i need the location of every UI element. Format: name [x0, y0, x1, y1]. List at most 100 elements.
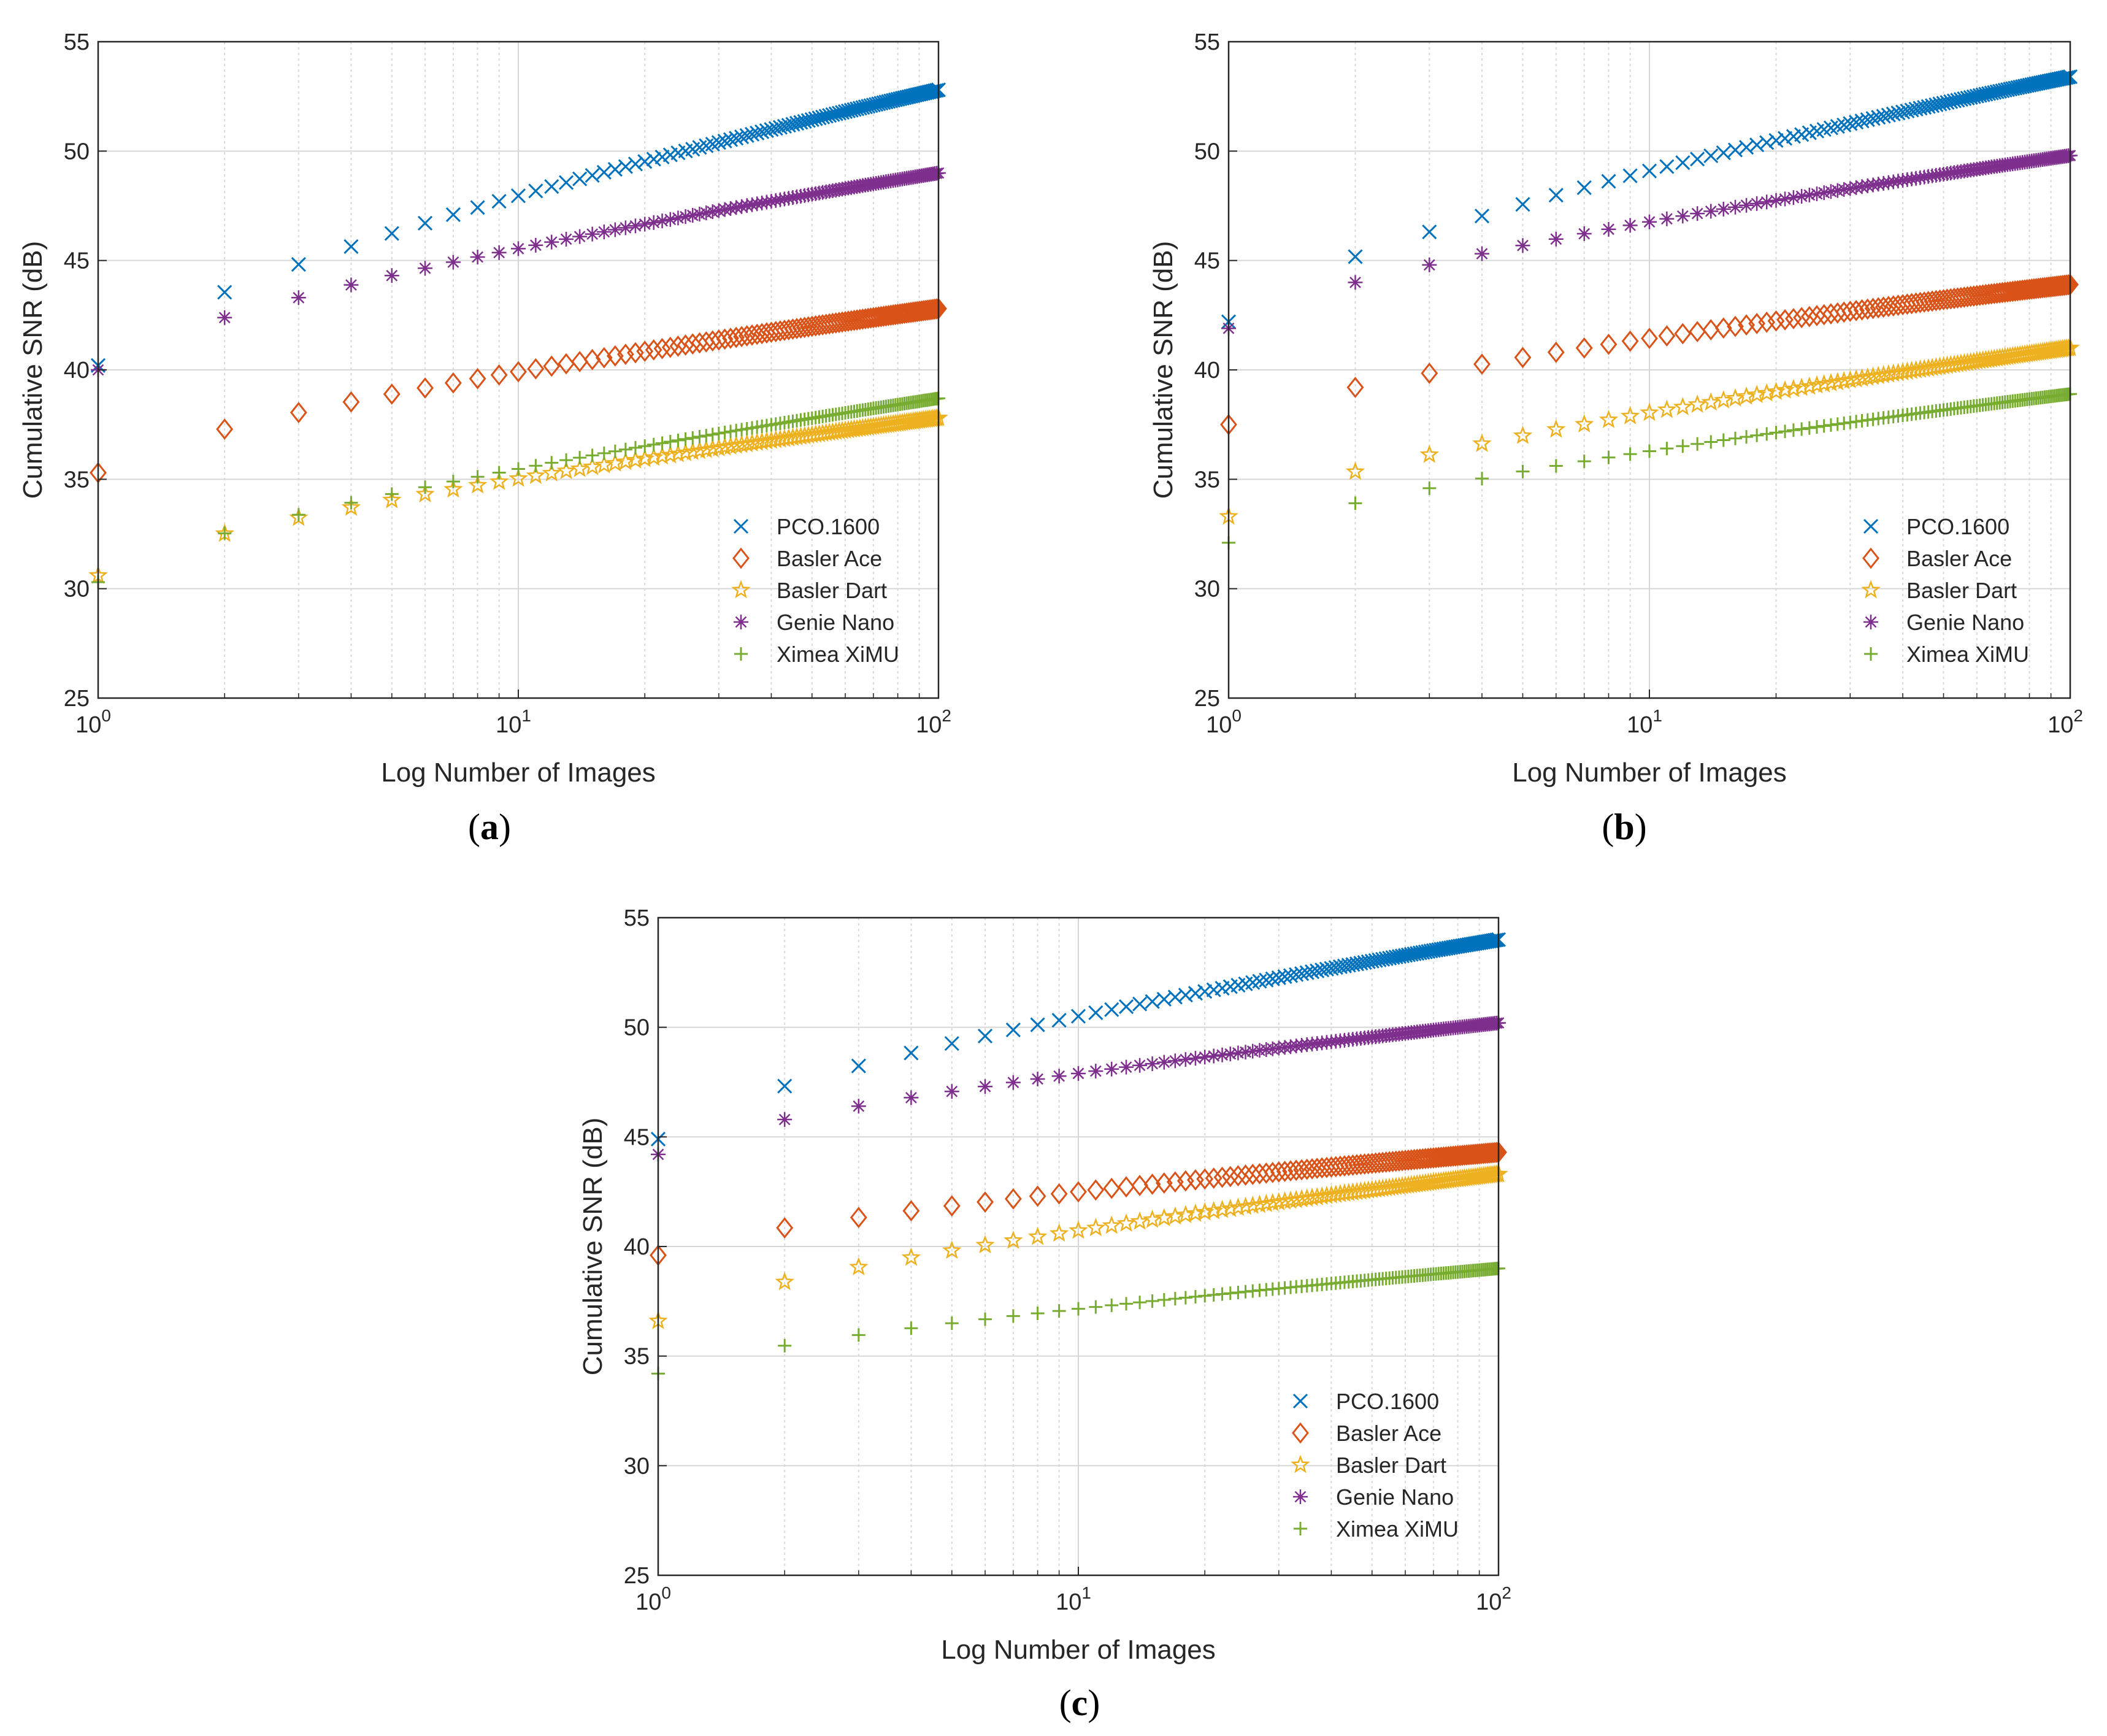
data-point [1904, 102, 1919, 118]
data-point [1475, 246, 1490, 261]
data-point [1750, 428, 1764, 442]
data-point [1486, 1142, 1503, 1164]
data-point [943, 1195, 961, 1217]
data-point [608, 444, 622, 458]
data-point [467, 475, 488, 494]
data-point [768, 121, 783, 136]
data-point [545, 456, 559, 470]
data-point [1006, 1309, 1020, 1323]
data-point [1070, 1181, 1087, 1203]
series-genie-nano [651, 1015, 1506, 1162]
data-point [1419, 444, 1440, 463]
data-point [849, 1257, 869, 1276]
series-ximea-ximu [91, 391, 945, 589]
data-point [776, 1217, 794, 1239]
series-basler-dart [1219, 337, 2080, 525]
data-point [1702, 319, 1720, 340]
series-pco-1600 [90, 82, 946, 373]
data-point [670, 210, 686, 226]
data-point [638, 439, 652, 453]
data-point [1156, 1054, 1172, 1070]
data-point [1907, 292, 1925, 314]
data-point [777, 1112, 793, 1127]
data-point [1876, 175, 1891, 191]
data-point [290, 402, 307, 423]
series-genie-nano [91, 166, 946, 377]
data-point [1802, 187, 1817, 202]
data-point [705, 204, 720, 220]
data-point [1051, 1069, 1067, 1084]
data-point [1489, 932, 1505, 948]
data-point [1235, 1196, 1256, 1215]
data-point [1004, 1188, 1022, 1210]
legend-entry: Basler Dart [777, 578, 887, 603]
data-point [1145, 994, 1160, 1009]
x-tick-label: 101 [496, 706, 531, 738]
data-point [831, 106, 847, 121]
data-point [750, 196, 765, 212]
data-point [218, 526, 232, 540]
data-point [1027, 1226, 1048, 1245]
data-point [1966, 89, 1981, 104]
legend-marker [1863, 518, 1879, 534]
y-tick-label: 25 [1194, 686, 1220, 712]
data-point [1657, 399, 1677, 418]
data-point [1759, 194, 1775, 210]
data-point [1251, 1163, 1268, 1185]
data-point [1340, 1154, 1357, 1177]
legend-marker [734, 647, 748, 661]
data-point [750, 125, 765, 140]
legend-marker [1861, 580, 1881, 599]
y-tick-label: 40 [64, 358, 90, 383]
data-point [1814, 374, 1834, 393]
data-point [1307, 1187, 1327, 1205]
data-point [618, 159, 633, 174]
data-point [1865, 177, 1881, 193]
y-tick-label: 55 [624, 905, 650, 931]
data-point [1621, 330, 1639, 352]
data-point [1176, 1205, 1196, 1224]
data-point [1071, 1066, 1086, 1081]
data-point [1674, 323, 1692, 345]
data-point [712, 426, 726, 440]
data-point [1757, 383, 1776, 402]
data-point [446, 475, 460, 489]
data-point [1673, 397, 1693, 416]
data-point [1830, 183, 1845, 198]
data-point [1302, 1188, 1322, 1207]
data-point [942, 1240, 962, 1259]
legend-entry: PCO.1600 [1336, 1389, 1439, 1414]
data-point [627, 156, 643, 172]
data-point [678, 432, 693, 446]
legend-marker [734, 615, 748, 629]
data-point [637, 217, 653, 232]
data-point [1196, 1168, 1214, 1190]
data-point [901, 1247, 921, 1266]
data-point [1348, 496, 1362, 510]
series-basler-ace [650, 1141, 1507, 1266]
data-point [637, 154, 653, 169]
data-point [1898, 293, 1916, 315]
legend-marker [732, 547, 750, 569]
data-point [1641, 163, 1657, 179]
data-point [1962, 285, 1979, 307]
data-point [840, 103, 856, 118]
data-point [1793, 307, 1811, 329]
data-point [1145, 1294, 1159, 1308]
data-point [1132, 1058, 1148, 1073]
data-point [2054, 274, 2071, 296]
legend-marker [1292, 1422, 1309, 1444]
data-point [661, 336, 679, 358]
x-tick-label: 102 [1476, 1583, 1511, 1615]
y-tick-label: 30 [624, 1453, 650, 1479]
data-point [1760, 427, 1774, 441]
data-point [717, 133, 732, 148]
data-point [1576, 226, 1592, 242]
data-point [1397, 948, 1413, 963]
data-point [585, 226, 600, 242]
data-point [851, 1099, 866, 1114]
data-point [655, 436, 669, 450]
data-point [2058, 274, 2075, 296]
legend-entry: Basler Ace [1336, 1421, 1441, 1446]
data-point [1821, 373, 1841, 392]
